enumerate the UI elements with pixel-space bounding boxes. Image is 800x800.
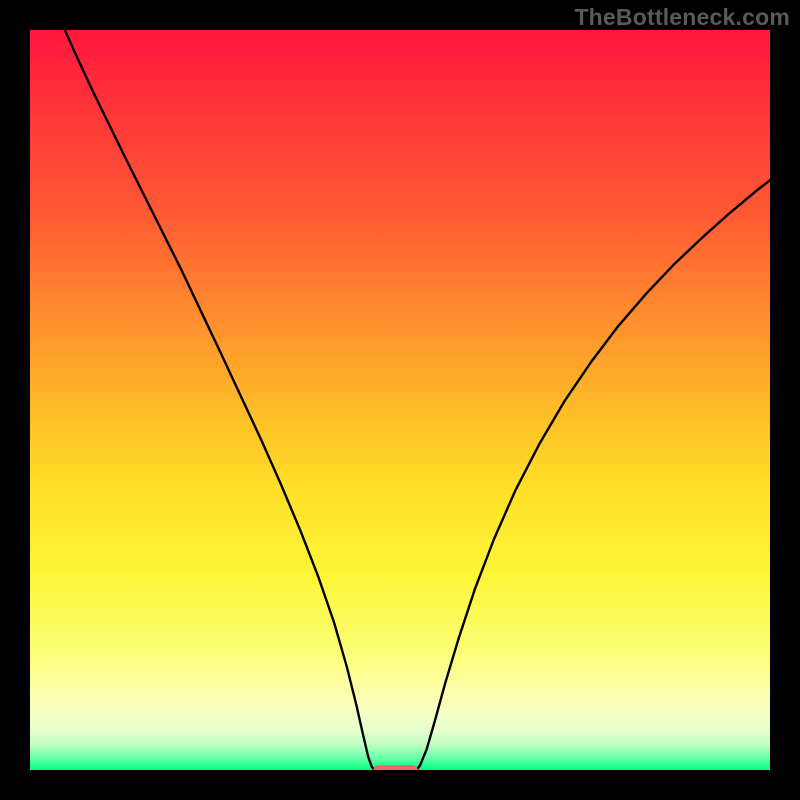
chart-frame: TheBottleneck.com (0, 0, 800, 800)
bottleneck-chart-svg (30, 30, 770, 770)
watermark-text: TheBottleneck.com (574, 4, 790, 31)
bottleneck-marker (373, 765, 417, 770)
gradient-background (30, 30, 770, 770)
plot-area (30, 30, 770, 770)
